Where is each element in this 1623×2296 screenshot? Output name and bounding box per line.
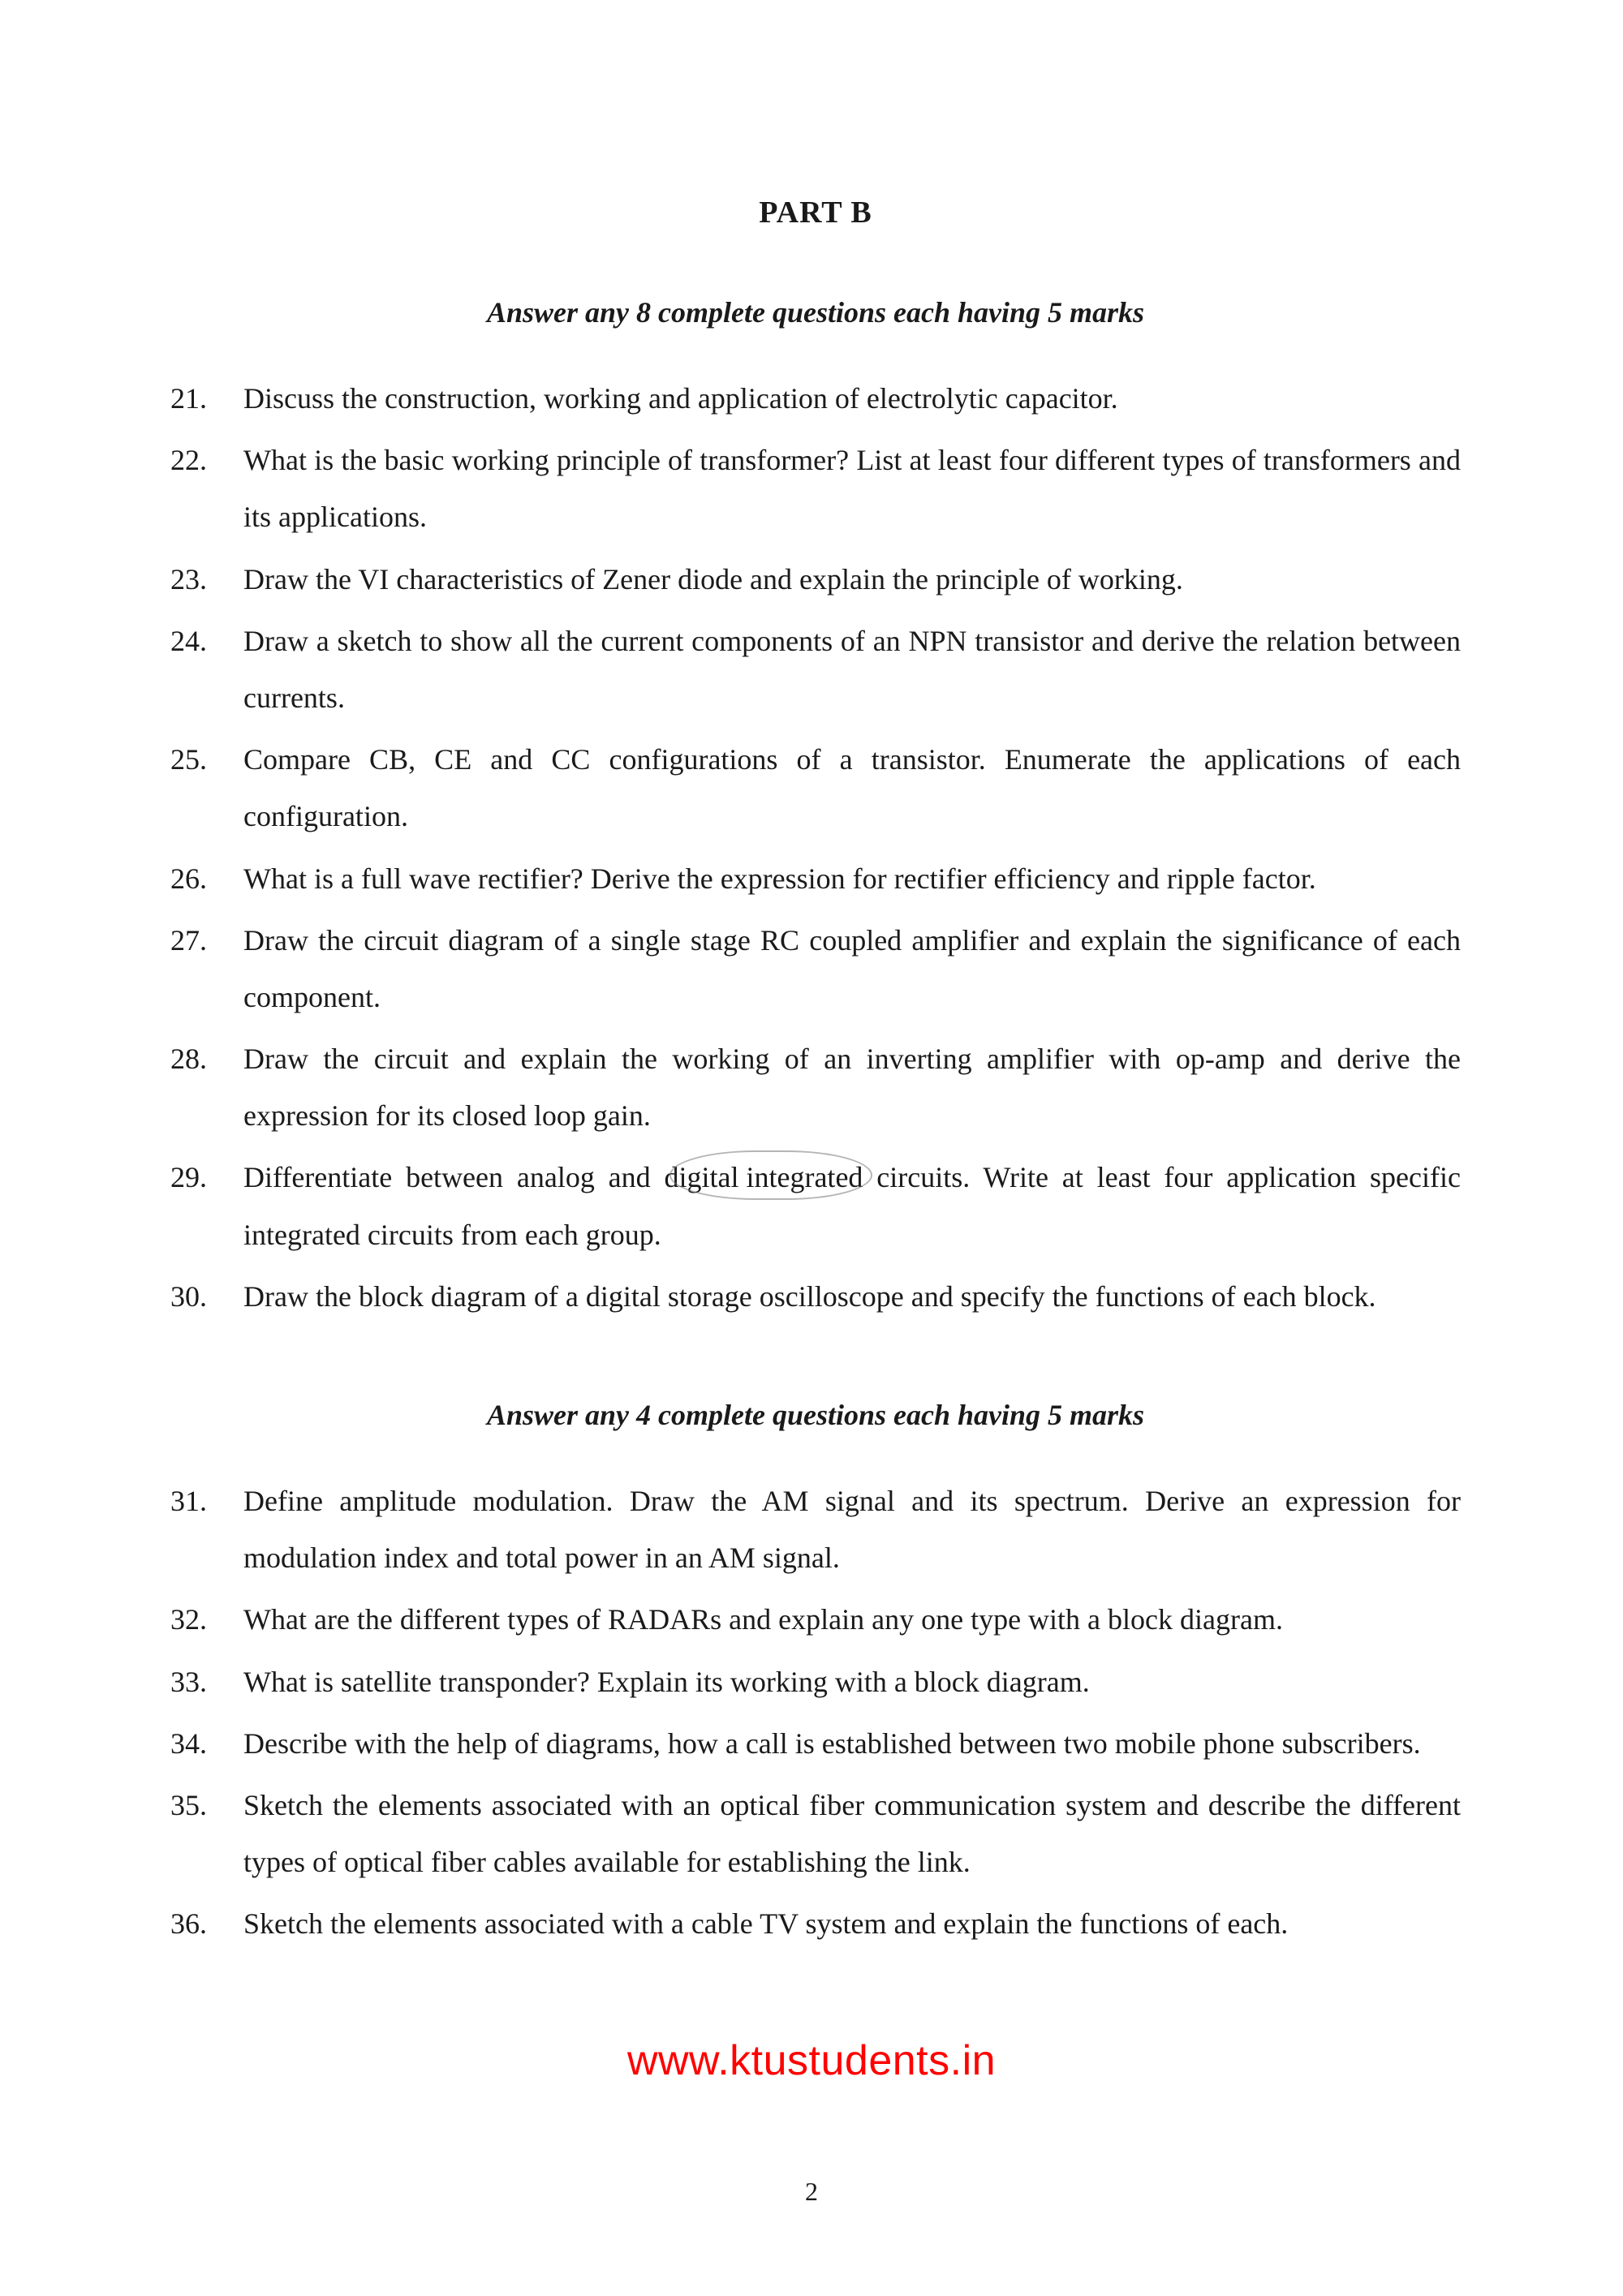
question-number: 24. [170,613,243,669]
question-text: What is satellite transponder? Explain i… [243,1653,1461,1710]
question-row: 21. Discuss the construction, working an… [170,370,1461,427]
question-row: 28. Draw the circuit and explain the wor… [170,1030,1461,1144]
question-text: Draw the VI characteristics of Zener dio… [243,551,1461,608]
watermark-url: www.ktustudents.in [627,2036,996,2085]
question-number: 29. [170,1149,243,1206]
question-row: 23. Draw the VI characteristics of Zener… [170,551,1461,608]
question-row: 34. Describe with the help of diagrams, … [170,1715,1461,1772]
question-row: 24. Draw a sketch to show all the curren… [170,613,1461,726]
question-row: 33. What is satellite transponder? Expla… [170,1653,1461,1710]
circled-watermark-text: igital integrated [679,1149,863,1206]
question-number: 31. [170,1473,243,1529]
question-number: 28. [170,1030,243,1087]
question-text: What is a full wave rectifier? Derive th… [243,850,1461,907]
question-number: 30. [170,1268,243,1325]
question-number: 22. [170,432,243,488]
section1-questions: 21. Discuss the construction, working an… [170,370,1461,1325]
question-number: 21. [170,370,243,427]
question-number: 25. [170,731,243,788]
section2-questions: 31. Define amplitude modulation. Draw th… [170,1473,1461,1953]
question-text: Sketch the elements associated with an o… [243,1777,1461,1890]
question-number: 27. [170,912,243,969]
question-text: Discuss the construction, working and ap… [243,370,1461,427]
question-text: Draw the circuit diagram of a single sta… [243,912,1461,1025]
question-number: 36. [170,1895,243,1952]
question-text: Compare CB, CE and CC configurations of … [243,731,1461,845]
question-row: 26. What is a full wave rectifier? Deriv… [170,850,1461,907]
question-text: Differentiate between analog and digital… [243,1149,1461,1262]
section2-instruction: Answer any 4 complete questions each hav… [170,1398,1461,1432]
question-text: What is the basic working principle of t… [243,432,1461,545]
question-text: Define amplitude modulation. Draw the AM… [243,1473,1461,1586]
question-text: Draw a sketch to show all the current co… [243,613,1461,726]
question-text: Draw the block diagram of a digital stor… [243,1268,1461,1325]
question-row: 31. Define amplitude modulation. Draw th… [170,1473,1461,1586]
question-number: 23. [170,551,243,608]
question-number: 26. [170,850,243,907]
question-text: Sketch the elements associated with a ca… [243,1895,1461,1952]
question-text: Describe with the help of diagrams, how … [243,1715,1461,1772]
question-number: 35. [170,1777,243,1834]
q29-pre: Differentiate between analog and d [243,1161,679,1193]
question-number: 33. [170,1653,243,1710]
page-number: 2 [805,2177,818,2207]
part-heading: PART B [170,195,1461,230]
question-number: 32. [170,1591,243,1648]
question-row: 25. Compare CB, CE and CC configurations… [170,731,1461,845]
exam-page: PART B Answer any 8 complete questions e… [0,0,1623,2296]
question-text: What are the different types of RADARs a… [243,1591,1461,1648]
question-row: 22. What is the basic working principle … [170,432,1461,545]
question-row: 36. Sketch the elements associated with … [170,1895,1461,1952]
question-row: 32. What are the different types of RADA… [170,1591,1461,1648]
question-row: 30. Draw the block diagram of a digital … [170,1268,1461,1325]
question-number: 34. [170,1715,243,1772]
question-row: 35. Sketch the elements associated with … [170,1777,1461,1890]
question-row: 27. Draw the circuit diagram of a single… [170,912,1461,1025]
question-text: Draw the circuit and explain the working… [243,1030,1461,1144]
question-row: 29. Differentiate between analog and dig… [170,1149,1461,1262]
section1-instruction: Answer any 8 complete questions each hav… [170,295,1461,329]
